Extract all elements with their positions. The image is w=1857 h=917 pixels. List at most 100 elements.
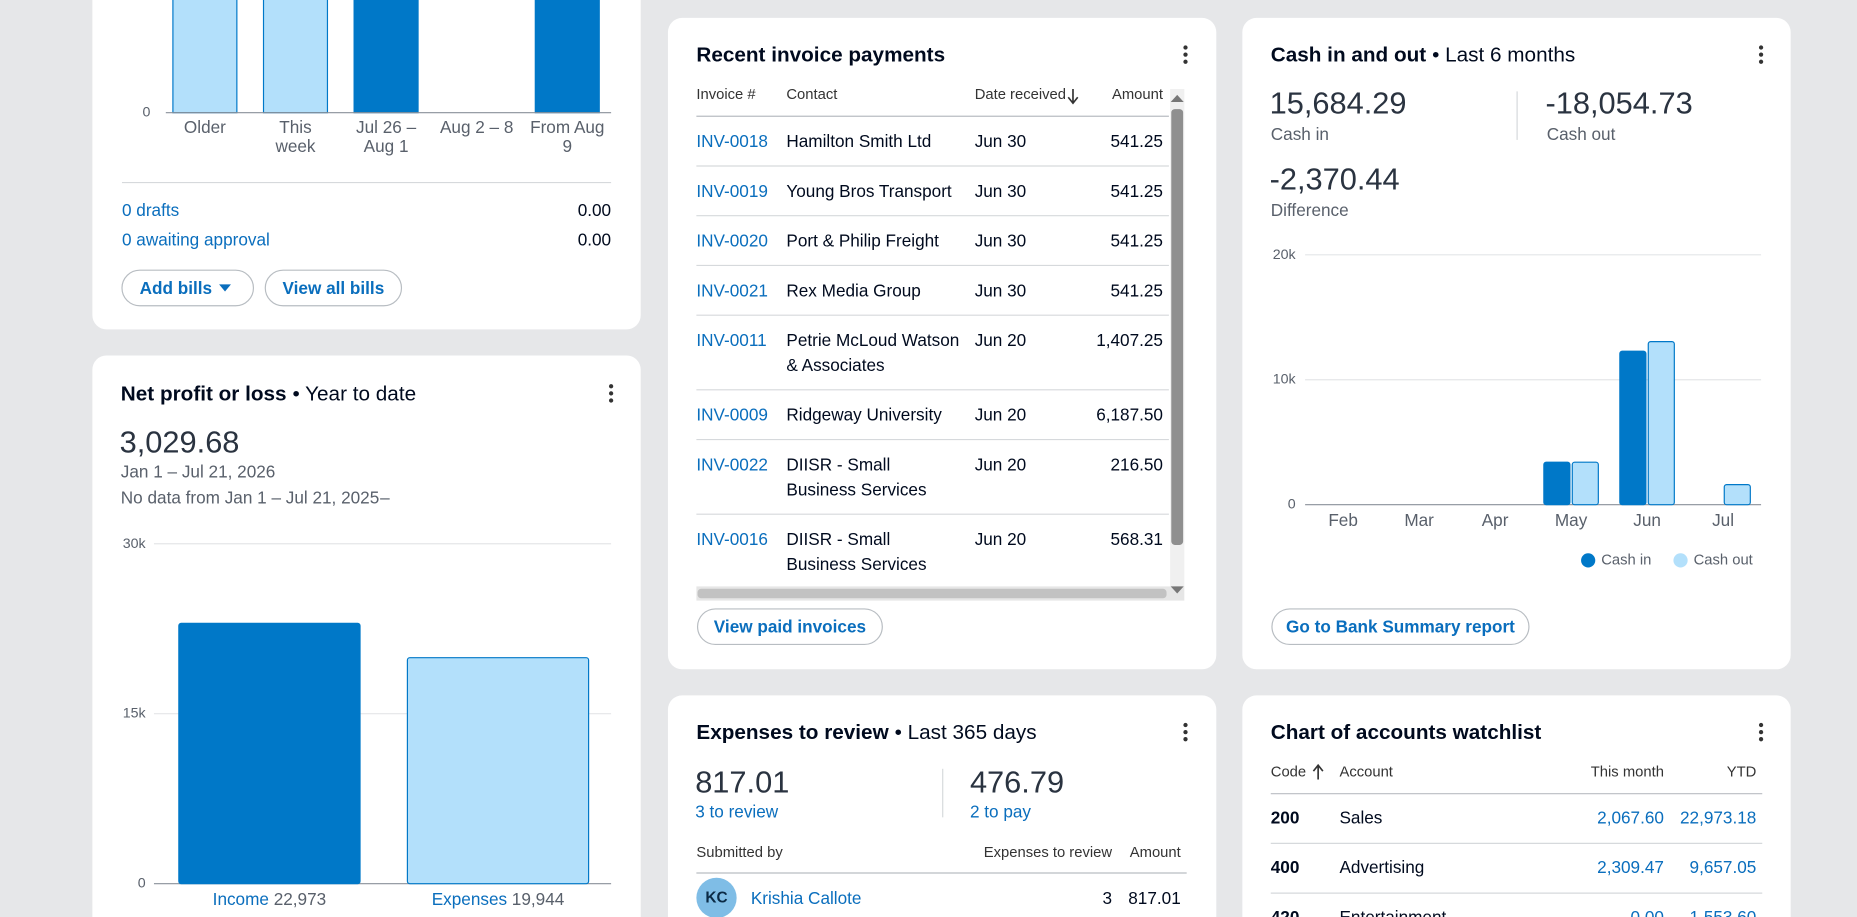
contact: Business Services bbox=[786, 479, 926, 499]
more-menu[interactable] bbox=[1758, 45, 1764, 64]
y-tick-label: 0 bbox=[143, 105, 151, 121]
scroll-thumb[interactable] bbox=[1171, 109, 1184, 545]
bar bbox=[1543, 461, 1571, 506]
card-title-text: Net profit or loss bbox=[121, 382, 287, 405]
x-tick-label: Aug 1 bbox=[364, 136, 409, 156]
h-scroll-thumb[interactable] bbox=[697, 588, 1167, 599]
bar bbox=[406, 657, 590, 885]
column-header: Amount bbox=[1130, 845, 1181, 861]
x-tick-label: May bbox=[1555, 510, 1588, 530]
invoice-link[interactable]: INV-0021 bbox=[696, 280, 768, 300]
big-number: 15,684.29 bbox=[1270, 86, 1407, 121]
column-header: Contact bbox=[786, 87, 837, 103]
menu-dot bbox=[1183, 52, 1188, 57]
menu-dot bbox=[1758, 722, 1764, 728]
invoice-link[interactable]: INV-0016 bbox=[696, 529, 768, 549]
avatar bbox=[696, 877, 737, 917]
link[interactable]: 0 awaiting approval bbox=[122, 229, 270, 249]
x-tick-label: week bbox=[274, 136, 315, 156]
amount-link[interactable]: 1,553.60 bbox=[1690, 907, 1757, 917]
value-label: 22,973 bbox=[274, 889, 326, 909]
amount: 568.31 bbox=[1111, 529, 1163, 549]
y-tick-label: 10k bbox=[1273, 372, 1297, 388]
amount-link[interactable]: 22,973.18 bbox=[1680, 807, 1756, 827]
bar bbox=[1571, 461, 1599, 506]
period: Jan 1 – Jul 21, 2026 bbox=[121, 462, 276, 482]
menu-dot bbox=[1183, 737, 1188, 742]
button-label[interactable]: View all bills bbox=[283, 278, 385, 298]
sort-arrow bbox=[1312, 763, 1324, 780]
invoice-link[interactable]: INV-0018 bbox=[696, 131, 768, 151]
link[interactable]: 3 to review bbox=[695, 801, 779, 821]
more-menu[interactable] bbox=[608, 384, 614, 403]
menu-dot bbox=[1183, 45, 1188, 50]
card-title-period: • Last 6 months bbox=[1432, 43, 1575, 66]
card bbox=[1242, 695, 1791, 917]
column-header: Account bbox=[1339, 764, 1392, 780]
x-tick-label: This bbox=[279, 117, 311, 137]
contact: Port & Philip Freight bbox=[786, 231, 939, 251]
bar bbox=[1647, 341, 1675, 506]
date: Jun 30 bbox=[975, 231, 1027, 251]
big-number: -2,370.44 bbox=[1270, 162, 1400, 197]
menu-dot bbox=[1758, 729, 1764, 735]
invoice-link[interactable]: INV-0009 bbox=[696, 405, 768, 425]
more-menu[interactable] bbox=[1758, 722, 1764, 742]
amount: 6,187.50 bbox=[1096, 405, 1163, 425]
invoice-link[interactable]: INV-0011 bbox=[696, 330, 766, 350]
big-number: -18,054.73 bbox=[1546, 86, 1693, 121]
x-tick-label: Apr bbox=[1482, 510, 1509, 530]
menu-dot bbox=[1183, 729, 1188, 735]
account-code: 400 bbox=[1271, 857, 1300, 877]
card-title-text: Expenses to review bbox=[696, 721, 889, 744]
account-name: Advertising bbox=[1339, 857, 1424, 877]
account-code: 420 bbox=[1271, 907, 1300, 917]
column-header: Amount bbox=[1112, 87, 1163, 103]
link[interactable]: 0 drafts bbox=[122, 200, 179, 220]
bar bbox=[353, 0, 419, 114]
link[interactable]: 2 to pay bbox=[970, 801, 1031, 821]
menu-dot bbox=[608, 384, 614, 389]
y-tick-label: 20k bbox=[1273, 247, 1297, 263]
legend-label: Cash out bbox=[1694, 552, 1753, 568]
avatar-initials: KC bbox=[705, 889, 727, 906]
y-tick-label: 30k bbox=[123, 536, 147, 552]
button[interactable] bbox=[1271, 608, 1530, 646]
amount-link[interactable]: 9,657.05 bbox=[1690, 857, 1757, 877]
button[interactable] bbox=[696, 608, 883, 646]
x-tick-label: Aug 2 – 8 bbox=[440, 117, 513, 137]
contact: & Associates bbox=[786, 355, 884, 375]
more-menu[interactable] bbox=[1183, 45, 1188, 64]
link[interactable]: Krishia Callote bbox=[751, 888, 862, 908]
button[interactable] bbox=[121, 269, 255, 307]
contact: DIISR - Small bbox=[786, 529, 890, 549]
button-label[interactable]: Go to Bank Summary report bbox=[1286, 617, 1515, 637]
amount-link[interactable]: 2,309.47 bbox=[1597, 857, 1664, 877]
sort-arrow bbox=[1067, 88, 1079, 105]
invoice-link[interactable]: INV-0022 bbox=[696, 454, 768, 474]
column-header: Expenses to review bbox=[984, 845, 1113, 861]
invoice-link[interactable]: INV-0019 bbox=[696, 181, 768, 201]
invoice-link[interactable]: INV-0020 bbox=[696, 231, 768, 251]
comparison-value: – bbox=[380, 488, 390, 508]
contact: Young Bros Transport bbox=[786, 181, 952, 201]
button[interactable] bbox=[264, 269, 403, 307]
amount: 541.25 bbox=[1111, 131, 1163, 151]
amount-link[interactable]: 2,067.60 bbox=[1597, 807, 1664, 827]
contact: Hamilton Smith Ltd bbox=[786, 131, 931, 151]
amount: 541.25 bbox=[1111, 181, 1163, 201]
card-title-period: • Last 365 days bbox=[895, 721, 1037, 744]
card bbox=[1242, 17, 1791, 670]
more-menu[interactable] bbox=[1183, 722, 1188, 742]
amount-link[interactable]: 0.00 bbox=[1631, 907, 1664, 917]
y-tick-label: 0 bbox=[138, 876, 146, 892]
button-label[interactable]: Add bills bbox=[140, 278, 212, 298]
contact: Petrie McLoud Watson bbox=[786, 330, 959, 350]
bar bbox=[534, 0, 600, 114]
bar-label: Income 22,973 bbox=[213, 889, 326, 909]
comparison: No data from Jan 1 – Jul 21, 2025 bbox=[121, 488, 379, 508]
button-label[interactable]: View paid invoices bbox=[714, 617, 866, 637]
category-label: Expenses bbox=[432, 889, 507, 909]
x-tick-label: Jul bbox=[1712, 510, 1734, 530]
